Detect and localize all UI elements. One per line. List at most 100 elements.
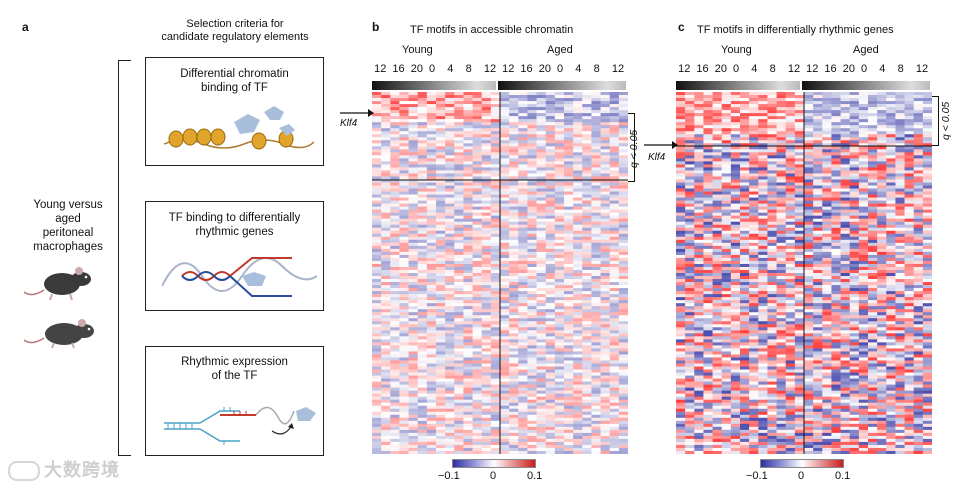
panel-b-heatmap-cell [417,140,428,144]
panel-c-heatmap-cell [849,185,860,189]
panel-b-heatmap-cell [463,263,473,268]
panel-c-heatmap-cell [685,113,695,117]
panel-c-heatmap-cell [877,167,887,171]
panel-b-heatmap-cell [399,402,409,407]
panel-c-heatmap-cell [712,218,723,223]
panel-c-heatmap-cell [849,128,860,132]
panel-c-heatmap-cell [868,146,878,150]
panel-b-heatmap-cell [618,300,628,304]
panel-b-heatmap-cell [481,101,492,105]
panel-b-heatmap-cell [545,336,556,340]
panel-b-heatmap-cell [381,218,391,223]
panel-c-heatmap-cell [749,170,759,174]
panel-b-heatmap-cell [436,336,446,340]
panel-b-heatmap-cell [536,291,547,295]
panel-b-heatmap-cell [454,233,464,238]
panel-b-heatmap-cell [618,110,628,114]
panel-b-heatmap-cell [436,318,446,322]
panel-b-heatmap-cell [381,239,391,244]
panel-c-heatmap-cell [895,119,905,123]
panel-b-heatmap-cell [600,372,611,376]
panel-c-heatmap-cell [831,206,841,210]
panel-b-heatmap-cell [564,288,574,292]
panel-c-heatmap-cell [730,242,741,247]
panel-b-heatmap-cell [445,372,455,376]
panel-c-heatmap-cell [694,257,704,262]
panel-b-heatmap-cell [609,420,620,425]
panel-b-heatmap-cell [609,113,620,117]
panel-b-heatmap-cell [591,450,601,454]
panel-c-heatmap-cell [794,161,805,165]
panel-b-heatmap-cell [500,167,510,171]
panel-c-heatmap-cell [794,239,805,244]
panel-b-heatmap-cell [399,176,409,180]
panel-b-heatmap-cell [417,333,428,337]
panel-b-heatmap-cell [399,399,409,404]
panel-b-heatmap-cell [518,98,528,102]
panel-b-heatmap-cell [445,285,455,289]
panel-b-heatmap-cell [417,227,428,232]
panel-c-heatmap-cell [904,116,915,120]
panel-b-heatmap-cell [390,221,400,226]
panel-c-heatmap-cell [685,98,695,102]
panel-c-heatmap-cell [758,161,768,165]
panel-b-heatmap-cell [490,257,501,262]
panel-b-heatmap-cell [399,369,409,373]
panel-c-heatmap-cell [868,161,878,165]
panel-b-heatmap-cell [454,224,464,229]
panel-b-heatmap-cell [481,119,492,123]
panel-c-heatmap-cell [749,179,759,183]
panel-c-heatmap-cell [776,146,787,150]
panel-c-heatmap-cell [813,110,823,114]
panel-b-heatmap-cell [564,137,574,141]
panel-b-heatmap-cell [390,333,400,337]
panel-c-heatmap-cell [694,119,704,123]
panel-b-heatmap-cell [554,161,565,165]
panel-b-heatmap-cell [454,342,464,346]
panel-c-heatmap-cell [849,101,860,105]
panel-c-heatmap-cell [840,140,851,144]
panel-b-heatmap-cell [564,384,574,388]
panel-b-heatmap-cell [609,167,620,171]
panel-b-heatmap-cell [591,279,601,283]
panel-b-heatmap-cell [545,113,556,117]
panel-b-heatmap-cell [417,300,428,304]
panel-c-heatmap-cell [694,101,704,105]
panel-b-heatmap-cell [445,387,455,391]
panel-b-heatmap-cell [591,297,601,301]
panel-c-heatmap-cell [913,167,924,171]
panel-b-heatmap-cell [426,254,437,259]
panel-b-heatmap-cell [536,104,547,108]
panel-b-heatmap-cell [472,233,483,238]
panel-b-heatmap-cell [426,312,437,316]
panel-c-heatmap-cell [858,131,869,135]
panel-b-heatmap-cell [527,200,537,204]
panel-c-heatmap-cell [794,188,805,192]
panel-b-heatmap-cell [463,125,473,129]
panel-b-heatmap-cell [372,375,382,379]
panel-b-heatmap-cell [408,125,419,129]
panel-b-heatmap-cell [564,390,574,394]
panel-b-heatmap-cell [582,333,592,337]
panel-c-heatmap-cell [904,236,915,241]
panel-b-heatmap-cell [481,161,492,165]
panel-b-heatmap-cell [481,288,492,292]
panel-b-heatmap-cell [454,315,464,319]
panel-b-heatmap-cell [509,158,519,162]
panel-b-heatmap-cell [582,447,592,452]
panel-b-heatmap-cell [554,146,565,150]
panel-c-heatmap-cell [831,254,841,259]
panel-b-heatmap-cell [490,342,501,346]
panel-b-heatmap-cell [472,203,483,207]
panel-c-heatmap-cell [922,248,932,253]
panel-b-heatmap-cell [545,315,556,319]
panel-b-heatmap-cell [554,224,565,229]
panel-c-heatmap-cell [877,173,887,177]
panel-b-heatmap-cell [436,203,446,207]
panel-b-heatmap-cell [372,269,382,274]
panel-b-heatmap-cell [618,276,628,280]
panel-b-heatmap-cell [600,224,611,229]
panel-c-heatmap-cell [694,149,704,153]
panel-b-heatmap-cell [527,107,537,111]
panel-c-heatmap-cell [868,137,878,141]
